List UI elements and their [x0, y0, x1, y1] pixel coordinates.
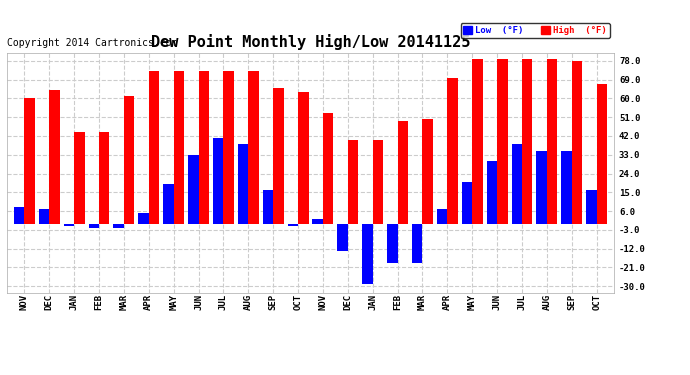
Bar: [138, 213, 149, 223]
Bar: [63, 224, 74, 226]
Bar: [472, 59, 483, 223]
Bar: [163, 184, 174, 224]
Bar: [522, 59, 533, 223]
Title: Dew Point Monthly High/Low 20141125: Dew Point Monthly High/Low 20141125: [151, 34, 470, 50]
Bar: [263, 190, 273, 224]
Bar: [124, 96, 135, 224]
Bar: [313, 219, 323, 224]
Bar: [397, 122, 408, 224]
Bar: [597, 84, 607, 224]
Bar: [422, 119, 433, 224]
Text: Copyright 2014 Cartronics.com: Copyright 2014 Cartronics.com: [7, 38, 177, 48]
Bar: [536, 151, 547, 224]
Bar: [437, 209, 447, 224]
Bar: [199, 71, 209, 224]
Bar: [14, 207, 24, 224]
Bar: [113, 224, 124, 228]
Bar: [323, 113, 333, 224]
Bar: [586, 190, 597, 224]
Bar: [447, 78, 458, 224]
Bar: [462, 182, 472, 224]
Bar: [188, 155, 199, 224]
Bar: [387, 224, 397, 263]
Bar: [88, 224, 99, 228]
Bar: [511, 144, 522, 224]
Bar: [99, 132, 110, 224]
Bar: [562, 151, 572, 224]
Bar: [248, 71, 259, 224]
Bar: [572, 61, 582, 223]
Bar: [224, 71, 234, 224]
Bar: [24, 98, 34, 224]
Bar: [486, 161, 497, 224]
Bar: [74, 132, 85, 224]
Bar: [174, 71, 184, 224]
Bar: [497, 59, 508, 223]
Bar: [373, 140, 383, 224]
Bar: [149, 71, 159, 224]
Legend: Low  (°F), High  (°F): Low (°F), High (°F): [460, 23, 609, 38]
Bar: [348, 140, 358, 224]
Bar: [213, 138, 224, 224]
Bar: [273, 88, 284, 224]
Bar: [412, 224, 422, 263]
Bar: [49, 90, 59, 224]
Bar: [337, 224, 348, 251]
Bar: [288, 224, 298, 226]
Bar: [39, 209, 49, 224]
Bar: [298, 92, 308, 224]
Bar: [362, 224, 373, 284]
Bar: [238, 144, 248, 224]
Bar: [547, 59, 558, 223]
